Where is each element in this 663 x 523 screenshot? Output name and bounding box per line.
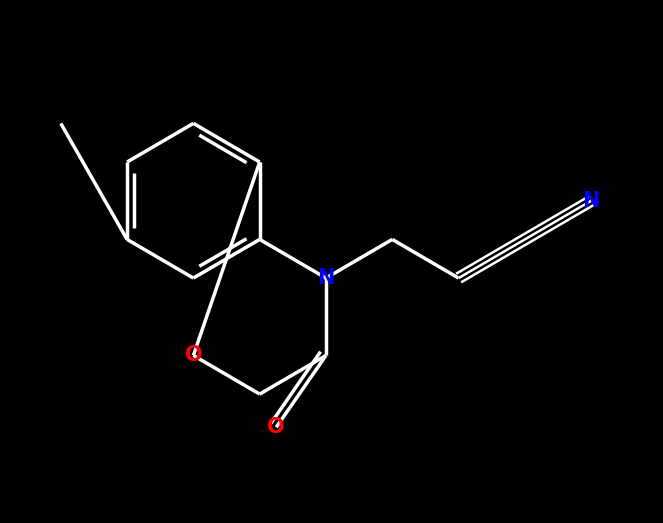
Text: N: N <box>318 268 335 288</box>
Text: N: N <box>583 191 600 211</box>
Text: O: O <box>267 417 285 437</box>
Text: O: O <box>184 345 202 366</box>
